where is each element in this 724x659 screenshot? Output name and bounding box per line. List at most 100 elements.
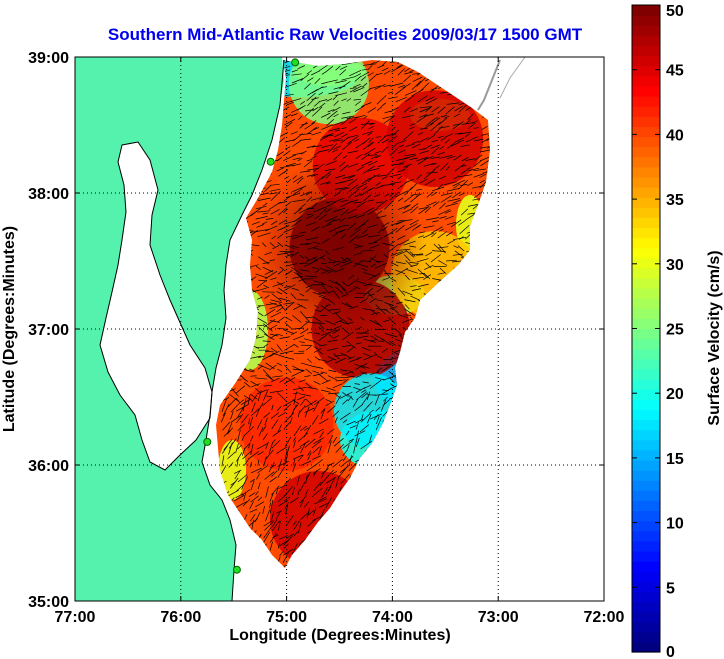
velocity-vector bbox=[305, 287, 312, 293]
velocity-vector bbox=[251, 383, 261, 388]
velocity-vector bbox=[312, 446, 320, 454]
velocity-vector bbox=[348, 184, 359, 192]
velocity-vector bbox=[311, 440, 322, 449]
velocity-vector bbox=[313, 164, 319, 167]
velocity-vector bbox=[384, 200, 394, 210]
velocity-vector bbox=[300, 481, 306, 491]
velocity-vector bbox=[369, 339, 378, 342]
colorbar-strip bbox=[632, 126, 660, 138]
velocity-vector bbox=[328, 299, 336, 305]
velocity-vector bbox=[446, 188, 460, 192]
velocity-vector bbox=[354, 245, 363, 249]
velocity-vector bbox=[447, 239, 456, 245]
velocity-vector bbox=[359, 424, 369, 433]
velocity-vector bbox=[244, 426, 254, 437]
velocity-vector bbox=[404, 274, 410, 281]
velocity-vector bbox=[292, 175, 297, 180]
velocity-vector bbox=[437, 231, 448, 239]
velocity-vector bbox=[292, 520, 300, 531]
velocity-vector bbox=[367, 207, 379, 215]
velocity-vector bbox=[271, 235, 276, 240]
velocity-vector bbox=[340, 369, 348, 372]
velocity-vector bbox=[374, 155, 382, 159]
velocity-vector bbox=[328, 226, 341, 233]
velocity-vector bbox=[346, 340, 356, 349]
velocity-vector bbox=[285, 253, 293, 257]
velocity-vector bbox=[271, 511, 275, 521]
velocity-vector bbox=[383, 115, 396, 124]
velocity-vector bbox=[306, 174, 315, 177]
velocity-vector bbox=[261, 242, 267, 248]
y-axis: 39:00 38:00 37:00 36:00 35:00 bbox=[28, 50, 604, 611]
velocity-vector bbox=[299, 254, 305, 259]
colorbar-strip bbox=[632, 500, 660, 512]
velocity-vector bbox=[325, 399, 332, 403]
velocity-vector bbox=[373, 237, 383, 243]
velocity-vector bbox=[306, 214, 314, 220]
velocity-vector bbox=[369, 62, 375, 65]
velocity-vector bbox=[222, 445, 228, 454]
velocity-vector bbox=[405, 143, 415, 147]
velocity-vector bbox=[298, 206, 311, 214]
velocity-vector bbox=[355, 430, 359, 443]
velocity-vector bbox=[262, 505, 265, 514]
velocity-vector bbox=[361, 160, 372, 167]
velocity-vector bbox=[236, 413, 244, 424]
velocity-vector bbox=[311, 145, 322, 148]
velocity-vector bbox=[419, 244, 427, 250]
velocity-vector bbox=[284, 176, 289, 180]
velocity-vector bbox=[348, 358, 360, 363]
velocity-vector bbox=[430, 156, 440, 160]
velocity-vector bbox=[397, 68, 405, 76]
velocity-vector bbox=[341, 302, 352, 308]
velocity-vector bbox=[277, 543, 280, 549]
x-tick-label: 76:00 bbox=[160, 609, 201, 626]
velocity-vector bbox=[342, 456, 347, 462]
velocity-vector bbox=[439, 155, 453, 159]
velocity-vector bbox=[284, 436, 292, 447]
velocity-vector bbox=[377, 355, 383, 359]
velocity-vector bbox=[368, 434, 373, 443]
velocity-vector bbox=[362, 381, 369, 384]
velocity-vector bbox=[306, 237, 319, 241]
velocity-vector bbox=[356, 233, 369, 239]
velocity-vector bbox=[313, 332, 321, 335]
velocity-vector bbox=[454, 250, 465, 258]
velocity-vector bbox=[312, 106, 323, 117]
velocity-vector bbox=[331, 121, 344, 127]
velocity-vector bbox=[269, 259, 275, 261]
velocity-vector bbox=[348, 174, 356, 179]
velocity-vector bbox=[256, 279, 268, 288]
velocity-vector bbox=[270, 209, 280, 215]
radar-station-marker bbox=[291, 58, 300, 67]
velocity-vector bbox=[255, 490, 259, 496]
velocity-vector bbox=[284, 486, 294, 497]
velocity-vector bbox=[328, 143, 338, 153]
velocity-vector bbox=[318, 292, 327, 295]
x-axis-label: Longitude (Degrees:Minutes) bbox=[229, 627, 450, 644]
velocity-vector bbox=[286, 515, 294, 526]
velocity-vector bbox=[269, 541, 273, 551]
colorbar-strip bbox=[632, 136, 660, 148]
velocity-vector bbox=[409, 157, 418, 160]
velocity-vector bbox=[298, 522, 302, 534]
velocity-vector bbox=[242, 377, 249, 382]
velocity-vector bbox=[473, 190, 485, 199]
velocity-vector bbox=[278, 484, 286, 489]
velocity-vector bbox=[396, 169, 405, 173]
velocity-vector bbox=[453, 175, 460, 180]
velocity-vector bbox=[396, 267, 409, 276]
velocity-vector bbox=[327, 375, 337, 381]
velocity-vector bbox=[255, 411, 259, 418]
velocity-vector bbox=[339, 224, 350, 227]
velocity-vector bbox=[383, 375, 397, 381]
velocity-vector bbox=[223, 430, 231, 437]
velocity-vector bbox=[339, 164, 349, 172]
velocity-vector bbox=[345, 258, 352, 263]
velocity-vector bbox=[374, 319, 383, 328]
velocity-vector bbox=[248, 492, 256, 497]
velocity-vector bbox=[249, 264, 259, 268]
velocity-vector bbox=[334, 416, 338, 423]
velocity-vector bbox=[369, 244, 380, 249]
velocity-vector bbox=[293, 531, 299, 537]
